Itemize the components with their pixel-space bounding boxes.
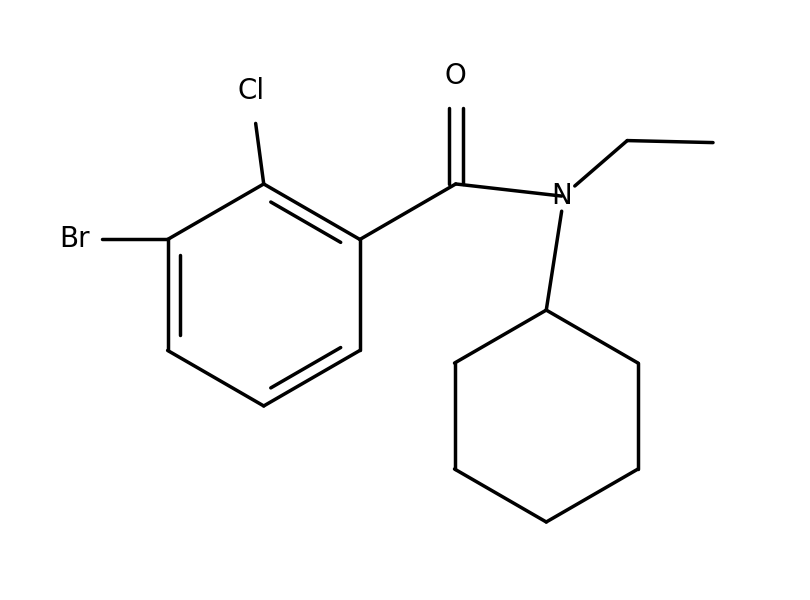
Text: Cl: Cl [237,77,264,105]
Text: Br: Br [59,226,90,253]
Text: O: O [445,62,467,90]
Text: N: N [552,182,572,210]
